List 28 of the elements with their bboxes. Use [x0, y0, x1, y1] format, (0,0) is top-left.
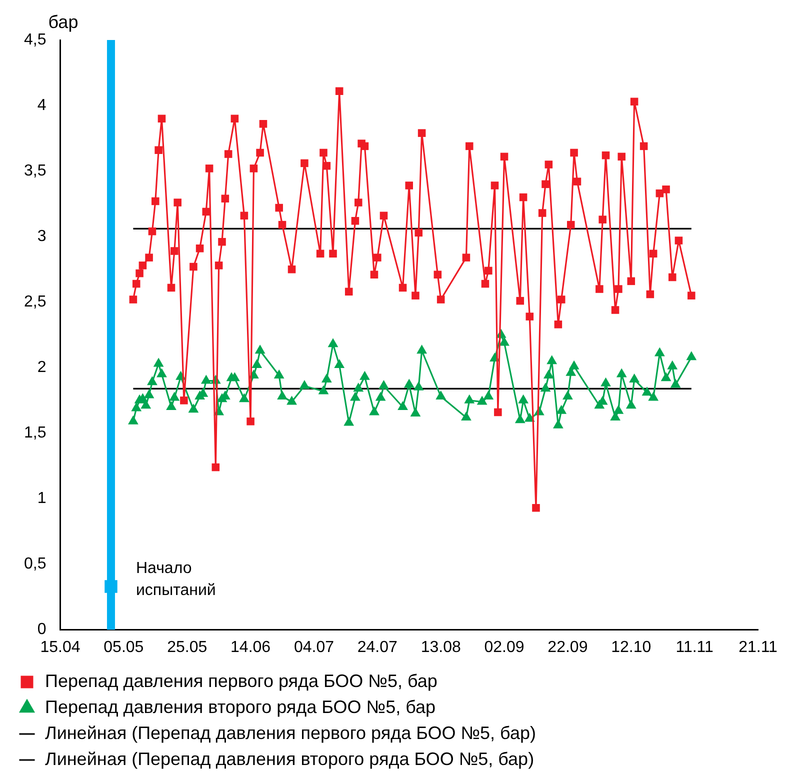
- ref-line-label: Начало испытаний: [136, 560, 216, 600]
- y-tick-label: 2: [37, 359, 46, 376]
- y-tick-label: 1,5: [24, 424, 46, 442]
- x-tick-label: 12.10: [611, 638, 652, 656]
- x-tick-label: 22.09: [548, 638, 588, 656]
- x-tick-label: 02.09: [484, 638, 524, 656]
- y-tick-label: 1: [37, 490, 46, 508]
- y-tick-label: 0,5: [24, 556, 46, 573]
- x-tick-label: 14.06: [230, 638, 271, 656]
- y-tick-label: 2,5: [24, 294, 46, 311]
- x-tick-label: 24.07: [357, 638, 398, 656]
- x-tick-label: 21.11: [738, 638, 778, 656]
- y-tick-label: 4,5: [24, 31, 46, 48]
- x-tick-label: 15.04: [40, 638, 80, 656]
- x-tick-label: 25.05: [167, 638, 208, 656]
- y-tick-label: 4: [37, 96, 46, 114]
- y-tick-label: 3: [37, 228, 46, 246]
- legend-label: Перепад давления первого ряда БОО №5, бар: [45, 670, 438, 691]
- y-tick-label: 0: [37, 621, 46, 638]
- x-tick-label: 05.05: [104, 638, 144, 656]
- legend-label: Перепад давления второго ряда БОО №5, бар: [45, 696, 436, 717]
- x-tick-label: 11.11: [676, 638, 714, 656]
- legend-label: Линейная (Перепад давления первого ряда БОО №5, бар): [45, 722, 536, 743]
- y-tick-label: 3,5: [24, 162, 46, 180]
- x-tick-label: 04.07: [294, 638, 334, 656]
- y-axis-title: бар: [48, 12, 78, 32]
- legend-label: Линейная (Перепад давления второго ряда БОО №5, бар): [45, 748, 534, 769]
- x-tick-label: 13.08: [420, 638, 461, 656]
